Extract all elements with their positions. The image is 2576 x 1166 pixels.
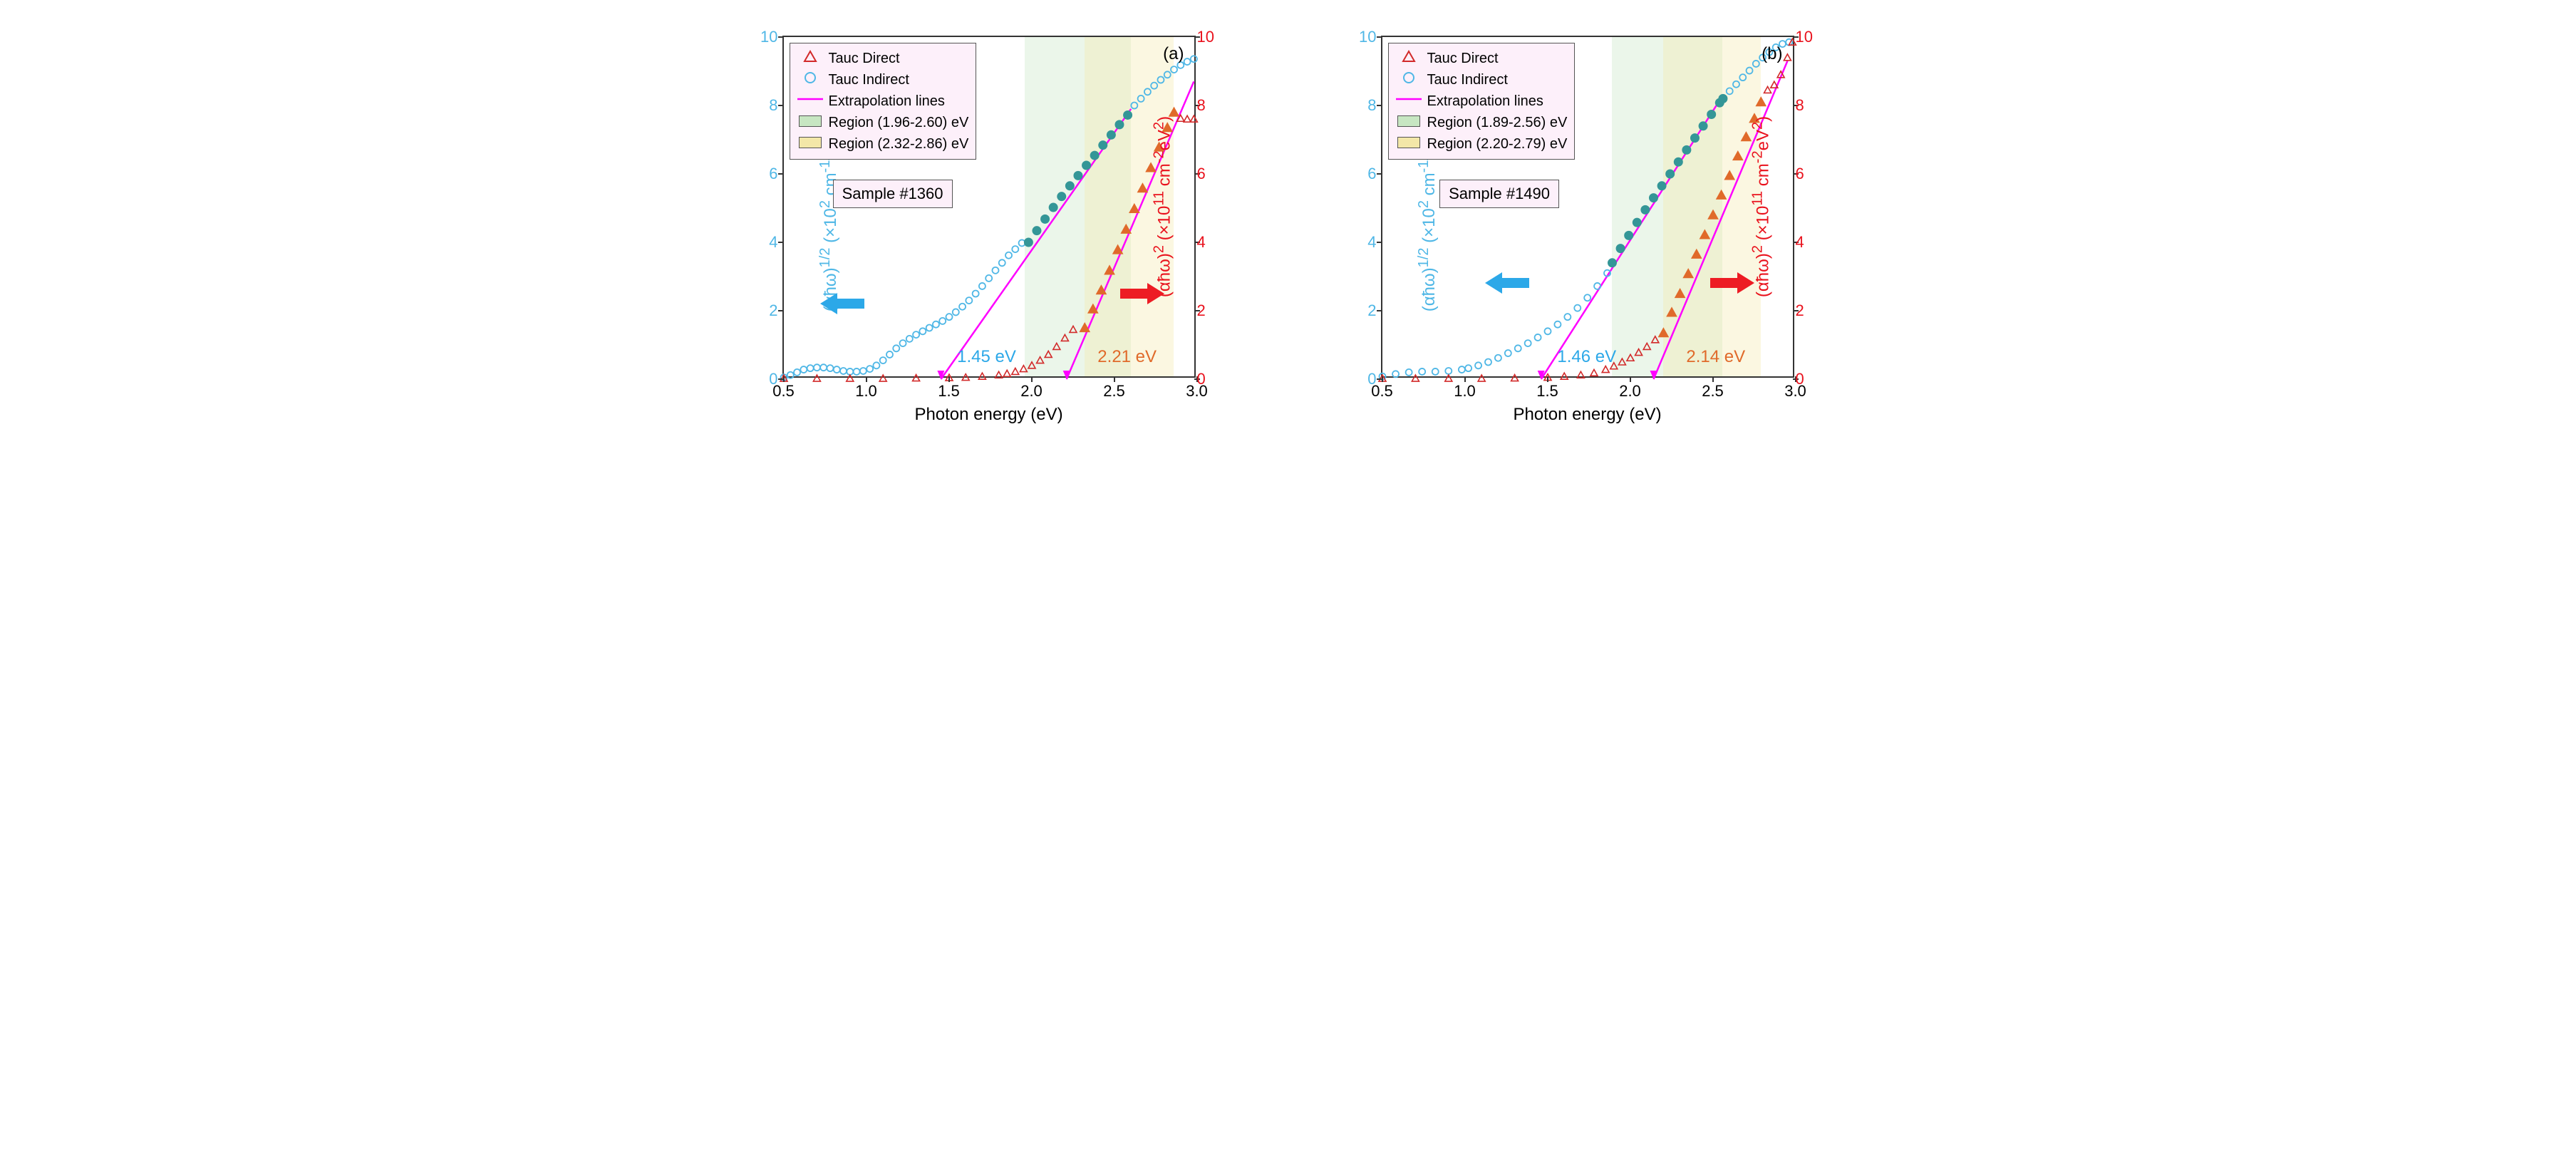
legend-row: Region (1.96-2.60) eV bbox=[797, 112, 969, 133]
panel-a: 0.51.01.52.02.53.000224466881010Photon e… bbox=[711, 14, 1267, 456]
ytick-right-label: 8 bbox=[1796, 96, 1821, 115]
intercept-label: 1.45 eV bbox=[957, 347, 1016, 367]
ytick-left-label: 2 bbox=[1351, 301, 1377, 320]
ytick-right-label: 10 bbox=[1796, 28, 1821, 46]
xtick-label: 1.5 bbox=[938, 382, 960, 401]
legend-row: Tauc Direct bbox=[797, 48, 969, 69]
legend-row: Tauc Indirect bbox=[1396, 69, 1568, 91]
arrow-left-icon bbox=[820, 292, 864, 316]
panel-label: (b) bbox=[1762, 44, 1782, 64]
legend-label: Tauc Direct bbox=[1427, 48, 1499, 69]
xlabel: Photon energy (eV) bbox=[1513, 405, 1661, 425]
ytick-left-label: 10 bbox=[752, 28, 778, 46]
ytick-left-label: 0 bbox=[752, 370, 778, 388]
ytick-left-label: 6 bbox=[752, 165, 778, 183]
ytick-left-label: 6 bbox=[1351, 165, 1377, 183]
ytick-left-label: 2 bbox=[752, 301, 778, 320]
ytick-right-label: 0 bbox=[1197, 370, 1223, 388]
legend-row: Extrapolation lines bbox=[1396, 91, 1568, 112]
legend: Tauc DirectTauc IndirectExtrapolation li… bbox=[1388, 43, 1576, 160]
ytick-left-label: 8 bbox=[1351, 96, 1377, 115]
ytick-left-label: 0 bbox=[1351, 370, 1377, 388]
ytick-right-label: 2 bbox=[1796, 301, 1821, 320]
ytick-right-label: 2 bbox=[1197, 301, 1223, 320]
arrow-left-icon bbox=[1485, 271, 1529, 295]
legend-row: Tauc Direct bbox=[1396, 48, 1568, 69]
ylabel-right: (αħω)2 (×1011 cm-2eV2) bbox=[1750, 116, 1774, 297]
arrow-right-icon bbox=[1710, 271, 1754, 295]
ylabel-right: (αħω)2 (×1011 cm-2eV2) bbox=[1152, 116, 1175, 297]
legend-row: Extrapolation lines bbox=[797, 91, 969, 112]
intercept-label: 2.14 eV bbox=[1686, 347, 1745, 367]
legend-label: Region (2.20-2.79) eV bbox=[1427, 133, 1568, 155]
ytick-right-label: 6 bbox=[1796, 165, 1821, 183]
xtick-label: 2.0 bbox=[1619, 382, 1641, 401]
xtick-label: 2.5 bbox=[1103, 382, 1125, 401]
panel-b: 0.51.01.52.02.53.000224466881010Photon e… bbox=[1310, 14, 1866, 456]
panel-label: (a) bbox=[1163, 44, 1184, 64]
ytick-left-label: 10 bbox=[1351, 28, 1377, 46]
legend-label: Region (1.96-2.60) eV bbox=[829, 112, 969, 133]
legend-row: Region (2.32-2.86) eV bbox=[797, 133, 969, 155]
intercept-label: 1.46 eV bbox=[1557, 347, 1616, 367]
ytick-right-label: 6 bbox=[1197, 165, 1223, 183]
xtick-label: 1.5 bbox=[1536, 382, 1558, 401]
legend-label: Tauc Indirect bbox=[829, 69, 909, 91]
legend: Tauc DirectTauc IndirectExtrapolation li… bbox=[790, 43, 977, 160]
legend-label: Tauc Direct bbox=[829, 48, 900, 69]
xtick-label: 2.0 bbox=[1020, 382, 1043, 401]
legend-row: Region (2.20-2.79) eV bbox=[1396, 133, 1568, 155]
xtick-label: 2.5 bbox=[1702, 382, 1724, 401]
legend-label: Region (1.89-2.56) eV bbox=[1427, 112, 1568, 133]
legend-row: Region (1.89-2.56) eV bbox=[1396, 112, 1568, 133]
ytick-left-label: 4 bbox=[1351, 233, 1377, 252]
legend-label: Extrapolation lines bbox=[1427, 91, 1543, 112]
ytick-right-label: 4 bbox=[1796, 233, 1821, 252]
legend-label: Extrapolation lines bbox=[829, 91, 945, 112]
intercept-label: 2.21 eV bbox=[1097, 347, 1157, 367]
ytick-right-label: 8 bbox=[1197, 96, 1223, 115]
legend-label: Tauc Indirect bbox=[1427, 69, 1508, 91]
ytick-right-label: 10 bbox=[1197, 28, 1223, 46]
plot-area-a: 0.51.01.52.02.53.000224466881010Photon e… bbox=[782, 36, 1196, 378]
sample-label-box: Sample #1490 bbox=[1439, 180, 1559, 208]
legend-row: Tauc Indirect bbox=[797, 69, 969, 91]
sample-label-box: Sample #1360 bbox=[833, 180, 953, 208]
legend-label: Region (2.32-2.86) eV bbox=[829, 133, 969, 155]
xlabel: Photon energy (eV) bbox=[914, 405, 1062, 425]
ytick-left-label: 8 bbox=[752, 96, 778, 115]
arrow-right-icon bbox=[1120, 282, 1164, 306]
xtick-label: 1.0 bbox=[855, 382, 877, 401]
ytick-right-label: 0 bbox=[1796, 370, 1821, 388]
plot-area-b: 0.51.01.52.02.53.000224466881010Photon e… bbox=[1381, 36, 1794, 378]
ytick-right-label: 4 bbox=[1197, 233, 1223, 252]
ytick-left-label: 4 bbox=[752, 233, 778, 252]
xtick-label: 1.0 bbox=[1454, 382, 1476, 401]
